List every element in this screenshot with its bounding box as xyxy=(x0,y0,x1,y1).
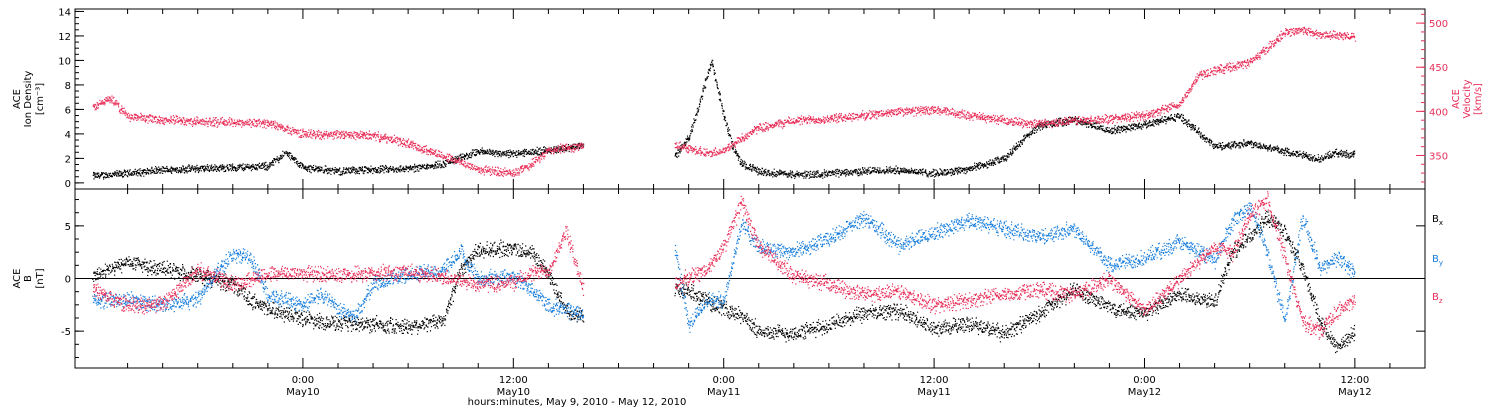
x-tick-day: May12 xyxy=(1338,387,1371,398)
x-tick-day: May11 xyxy=(917,387,950,398)
series-points xyxy=(674,210,1356,354)
y-axis-title-line: ACE xyxy=(12,269,23,289)
x-tick-day: May10 xyxy=(286,387,319,398)
y-tick-label: 14 xyxy=(58,7,71,18)
series-points xyxy=(92,95,584,177)
right-tick-label: 350 xyxy=(1429,151,1448,162)
series-density xyxy=(92,59,1356,180)
right-tick-label: 450 xyxy=(1429,63,1448,74)
series-Bz xyxy=(92,191,1356,340)
time-axis: 0:00May1012:00May100:00May1112:00May110:… xyxy=(286,375,1371,398)
y-tick-label: 6 xyxy=(65,105,71,116)
x-tick-time: 12:00 xyxy=(1340,375,1369,386)
y-tick-label: 0 xyxy=(65,179,71,190)
series-points xyxy=(675,191,1356,340)
x-tick-time: 0:00 xyxy=(1133,375,1155,386)
x-axis-title: hours:minutes, May 9, 2010 - May 12, 201… xyxy=(468,397,687,408)
right-tick-label: 400 xyxy=(1429,107,1448,118)
y-tick-label: 0 xyxy=(65,275,71,286)
y-tick-label: -5 xyxy=(61,327,71,338)
right-tick-label: 500 xyxy=(1429,19,1448,30)
right-axis-title-line: Velocity xyxy=(1462,79,1473,118)
series-points xyxy=(674,202,1356,333)
x-tick-day: May11 xyxy=(707,387,740,398)
series-velocity xyxy=(92,26,1357,177)
y-axis-title-line: [nT] xyxy=(35,268,46,288)
y-axis-title-line: Ion Density xyxy=(23,71,34,128)
series-points xyxy=(92,244,585,323)
y-tick-label: 4 xyxy=(65,130,71,141)
top-frame xyxy=(74,8,1426,190)
x-tick-day: May12 xyxy=(1128,387,1161,398)
right-axis-title-line: ACE xyxy=(1451,89,1462,109)
x-tick-time: 12:00 xyxy=(920,375,949,386)
x-tick-day: May10 xyxy=(497,387,530,398)
legend-entry: Bx xyxy=(1432,214,1443,227)
series-points xyxy=(674,59,1356,179)
series-Bx xyxy=(92,210,1356,354)
y-tick-label: 10 xyxy=(58,56,71,67)
legend-entry: By xyxy=(1432,254,1443,267)
x-tick-time: 12:00 xyxy=(499,375,528,386)
right-axis-title-line: [km/s] xyxy=(1473,83,1484,115)
x-tick-time: 0:00 xyxy=(712,375,734,386)
bottom-panel: -5 0 5 ACE B [nT] Bx By Bz xyxy=(12,188,1443,369)
y-tick-label: 12 xyxy=(58,32,71,43)
series-points xyxy=(92,226,585,315)
y-tick-label: 5 xyxy=(65,222,71,233)
y-axis-title-line: B xyxy=(23,275,34,282)
series-points xyxy=(92,239,585,335)
series-points xyxy=(92,142,585,180)
series-By xyxy=(92,202,1356,333)
y-axis-title-line: ACE xyxy=(12,89,23,109)
legend-entry: Bz xyxy=(1432,292,1443,305)
y-tick-label: 8 xyxy=(65,81,71,92)
x-tick-time: 0:00 xyxy=(292,375,314,386)
y-tick-label: 2 xyxy=(65,154,71,165)
y-axis-title-line: [cm⁻³] xyxy=(35,83,46,115)
series-points xyxy=(674,26,1357,158)
